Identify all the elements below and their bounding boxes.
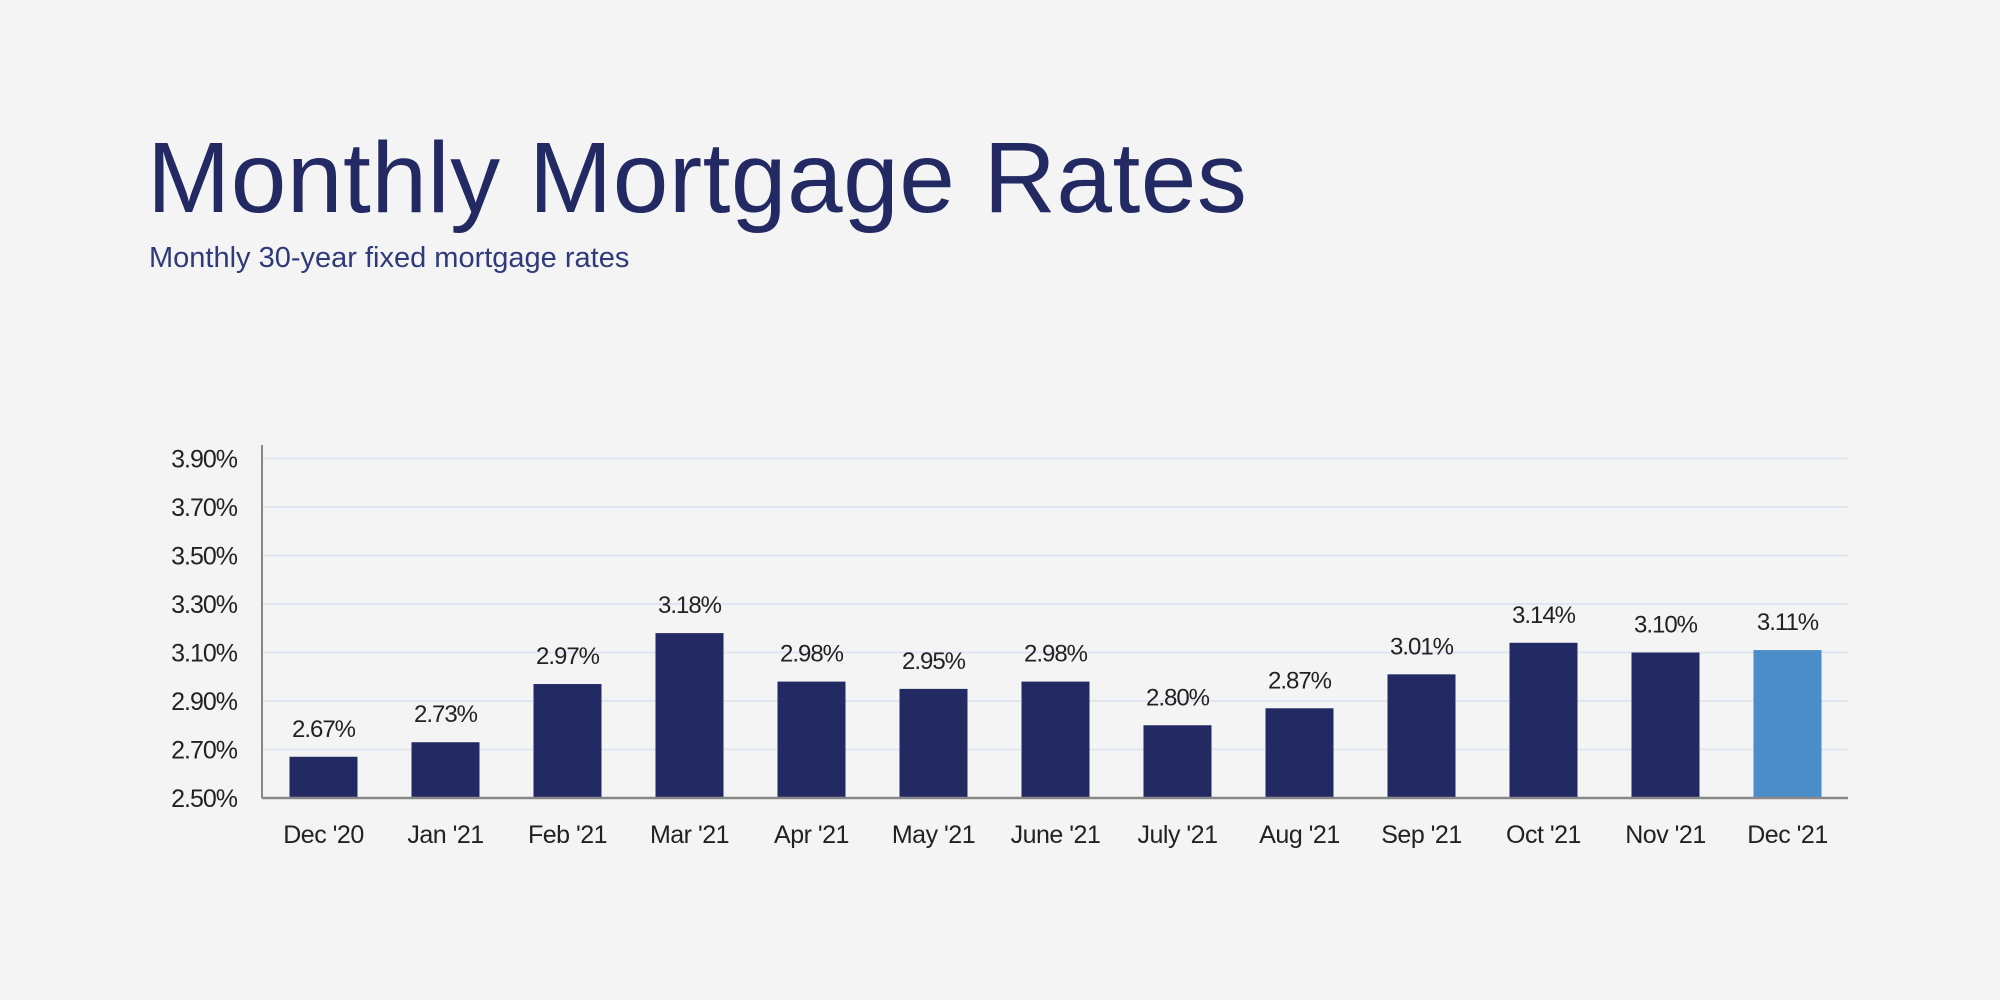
data-label: 2.73% [414, 701, 478, 728]
y-tick-label: 3.30% [171, 591, 238, 619]
page-title: Monthly Mortgage Rates [147, 122, 1248, 234]
bar [1631, 652, 1700, 798]
bar [1021, 681, 1090, 798]
x-tick-label: Jan '21 [407, 821, 483, 849]
bar [1143, 725, 1212, 798]
data-label: 2.87% [1268, 667, 1332, 694]
bar [289, 756, 358, 798]
data-label: 3.10% [1634, 612, 1698, 639]
data-label: 3.18% [658, 592, 722, 619]
x-tick-label: Oct '21 [1506, 821, 1581, 849]
bar [1265, 708, 1334, 798]
y-tick-label: 2.50% [171, 785, 238, 813]
bar [655, 633, 724, 798]
data-label: 2.80% [1146, 684, 1210, 711]
x-tick-label: Nov '21 [1625, 821, 1705, 849]
bar [533, 684, 602, 798]
x-tick-label: Apr '21 [774, 821, 849, 849]
bar [411, 742, 480, 798]
y-tick-label: 3.70% [171, 494, 238, 522]
data-label: 2.95% [902, 648, 966, 675]
data-label: 3.11% [1757, 609, 1819, 636]
x-tick-label: Dec '20 [283, 821, 363, 849]
x-tick-label: Sep '21 [1381, 821, 1462, 849]
x-tick-label: July '21 [1138, 821, 1218, 849]
x-tick-label: May '21 [892, 821, 975, 849]
data-label: 2.97% [536, 643, 600, 670]
x-tick-label: Dec '21 [1747, 821, 1827, 849]
data-label: 3.14% [1512, 602, 1576, 629]
x-tick-label: June '21 [1011, 821, 1101, 849]
x-tick-label: Mar '21 [650, 821, 729, 849]
bar [777, 681, 846, 798]
data-label: 3.01% [1390, 633, 1454, 660]
y-tick-label: 2.90% [171, 688, 238, 716]
data-label: 2.98% [1024, 641, 1088, 668]
x-tick-label: Aug '21 [1259, 821, 1340, 849]
y-tick-label: 3.90% [171, 446, 238, 474]
bar [899, 688, 968, 798]
bar [1753, 650, 1822, 798]
page-subtitle: Monthly 30-year fixed mortgage rates [149, 242, 630, 274]
bar [1387, 674, 1456, 798]
bar [1509, 642, 1578, 798]
y-tick-label: 3.50% [171, 543, 238, 571]
y-tick-label: 2.70% [171, 737, 238, 765]
y-tick-label: 3.10% [171, 640, 238, 668]
data-label: 2.98% [780, 641, 844, 668]
x-tick-label: Feb '21 [528, 821, 607, 849]
data-label: 2.67% [292, 716, 356, 743]
